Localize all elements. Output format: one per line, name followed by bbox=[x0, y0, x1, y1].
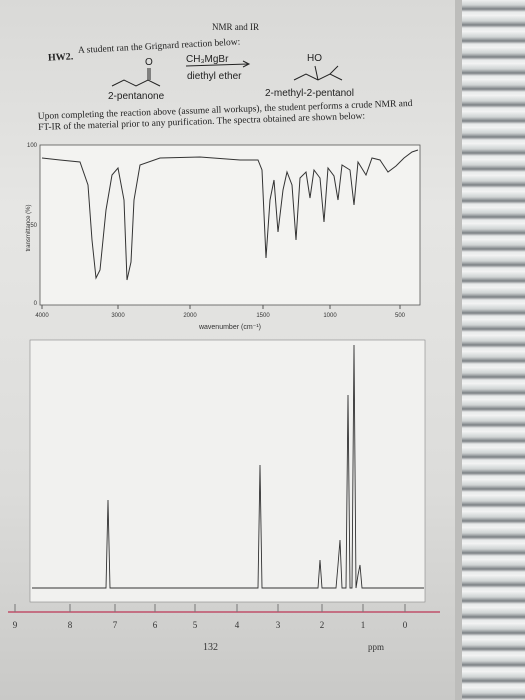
page-number: 132 bbox=[203, 642, 218, 653]
reactant-name: 2-pentanone bbox=[108, 91, 165, 102]
nmr-x-tick-label: 3 bbox=[276, 620, 281, 630]
product-group: HO bbox=[307, 53, 322, 64]
nmr-x-label: ppm bbox=[368, 642, 384, 652]
page-title: NMR and IR bbox=[212, 22, 259, 32]
nmr-x-tick-label: 4 bbox=[235, 620, 240, 630]
ir-y-tick-label: 100 bbox=[27, 143, 38, 149]
ir-frame bbox=[39, 144, 421, 306]
nmr-x-tick-label: 2 bbox=[320, 620, 325, 630]
product-name: 2-methyl-2-pentanol bbox=[265, 88, 354, 99]
ir-x-tick-label: 1500 bbox=[256, 313, 270, 319]
ir-trace bbox=[41, 149, 419, 281]
ir-x-tick-label: 2000 bbox=[183, 313, 197, 319]
nmr-x-tick-label: 8 bbox=[68, 620, 73, 630]
ir-x-tick-label: 500 bbox=[395, 313, 406, 319]
ir-x-tick-label: 4000 bbox=[35, 313, 49, 319]
ir-y-tick-label: 0 bbox=[34, 301, 38, 307]
nmr-x-tick-label: 9 bbox=[13, 620, 18, 630]
nmr-x-tick-label: 7 bbox=[113, 620, 118, 630]
nmr-x-tick-label: 1 bbox=[361, 620, 366, 630]
solvent: diethyl ether bbox=[187, 71, 242, 82]
reagent: CH₃MgBr bbox=[186, 54, 229, 65]
page-edge bbox=[455, 0, 465, 700]
reactant-atom: O bbox=[145, 57, 153, 68]
spiral-binding bbox=[462, 0, 525, 700]
nmr-x-tick-label: 0 bbox=[403, 620, 408, 630]
nmr-frame bbox=[29, 339, 426, 603]
ir-y-label: transmittance (%) bbox=[26, 204, 32, 251]
nmr-x-tick-label: 5 bbox=[193, 620, 198, 630]
nmr-trace bbox=[32, 344, 424, 589]
nmr-x-tick-label: 6 bbox=[153, 620, 158, 630]
ir-x-tick-label: 1000 bbox=[323, 313, 337, 319]
ir-x-label: wavenumber (cm⁻¹) bbox=[198, 324, 261, 331]
ir-x-tick-label: 3000 bbox=[111, 313, 125, 319]
ir-y-tick-label: 50 bbox=[30, 223, 37, 229]
